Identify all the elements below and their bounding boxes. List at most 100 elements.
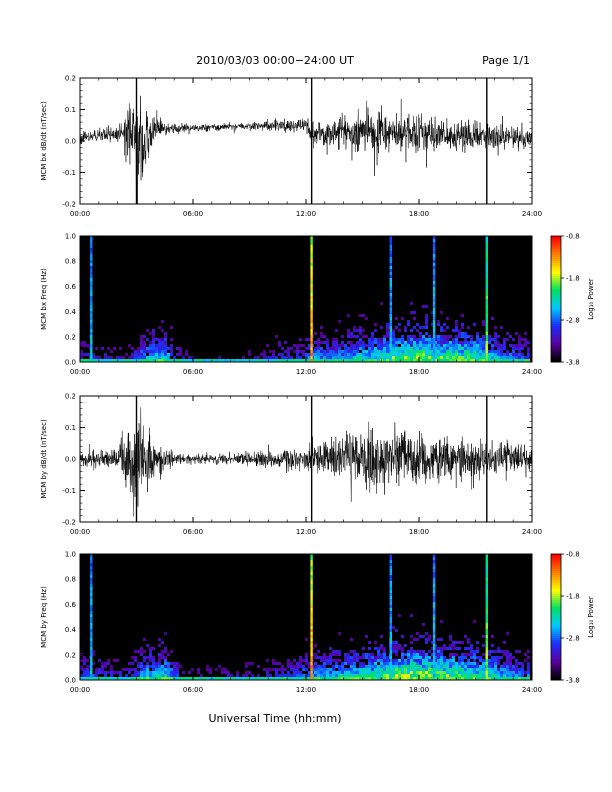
spectrogram-cell <box>164 647 167 650</box>
spectrogram-cell <box>347 359 350 362</box>
spectrogram-cell <box>428 662 431 665</box>
spectrogram-cell <box>404 356 407 359</box>
spectrogram-cell <box>425 659 428 662</box>
spectrogram-cell <box>440 653 443 656</box>
spectrogram-cell <box>335 356 338 359</box>
spectrogram-stripe-cell <box>485 305 488 308</box>
colorbar-segment <box>551 669 561 673</box>
spectrogram-stripe-cell <box>389 338 392 341</box>
spectrogram-cell <box>167 674 170 677</box>
spectrogram-stripe-cell <box>310 338 313 341</box>
spectrogram-cell <box>329 656 332 659</box>
spectrogram-stripe-cell <box>432 677 436 680</box>
spectrogram-cell <box>497 356 500 359</box>
colorbar-segment <box>551 250 561 254</box>
spectrogram-cell <box>383 356 386 359</box>
spectrogram-cell <box>470 335 473 338</box>
spectrogram-stripe-cell <box>485 350 488 353</box>
spectrogram-cell <box>335 650 338 653</box>
spectrogram-cell <box>479 671 482 674</box>
spectrogram-stripe-cell <box>90 275 93 278</box>
spectrogram-cell <box>488 350 491 353</box>
spectrogram-cell <box>455 341 458 344</box>
spectrogram-cell <box>236 671 239 674</box>
spectrogram-cell <box>275 356 278 359</box>
spectrogram-cell <box>365 674 368 677</box>
spectrogram-cell <box>335 659 338 662</box>
spectrogram-cell <box>275 335 278 338</box>
spectrogram-cell <box>314 671 317 674</box>
spectrogram-cell <box>464 662 467 665</box>
spectrogram-cell <box>362 653 365 656</box>
spectrogram-cell <box>131 674 134 677</box>
spectrogram-cell <box>410 353 413 356</box>
spectrogram-cell <box>362 359 365 362</box>
spectrogram-cell <box>407 674 410 677</box>
spectrogram-cell <box>473 350 476 353</box>
spectrogram-cell <box>449 671 452 674</box>
spectrogram-cell <box>491 344 494 347</box>
spectrogram-cell <box>428 338 431 341</box>
spectrogram-cell <box>419 665 422 668</box>
spectrogram-cell <box>353 347 356 350</box>
spectrogram-cell <box>392 662 395 665</box>
spectrogram-cell <box>380 662 383 665</box>
spectrogram-cell <box>458 335 461 338</box>
spectrogram-cell <box>215 668 218 671</box>
spectrogram-stripe-cell <box>389 569 392 572</box>
spectrogram-cell <box>422 356 425 359</box>
spectrogram-cell <box>410 662 413 665</box>
spectrogram-cell <box>449 653 452 656</box>
spectrogram-cell <box>152 329 155 332</box>
spectrogram-stripe-cell <box>90 590 93 593</box>
spectrogram-stripe-cell <box>310 662 313 665</box>
spectrogram-cell <box>95 674 98 677</box>
spectrogram-cell <box>347 668 350 671</box>
spectrogram-cell <box>350 335 353 338</box>
spectrogram-cell <box>296 665 299 668</box>
spectrogram-cell <box>161 320 164 323</box>
spectrogram-cell <box>137 350 140 353</box>
spectrogram-cell <box>437 668 440 671</box>
spectrogram-cell <box>398 647 401 650</box>
spectrogram-cell <box>155 338 158 341</box>
spectrogram-cell <box>503 641 506 644</box>
spectrogram-cell <box>518 677 521 680</box>
spectrogram-cell <box>491 359 494 362</box>
spectrogram-cell <box>395 629 398 632</box>
spectrogram-cell <box>404 668 407 671</box>
spectrogram-stripe-cell <box>389 668 392 671</box>
spectrogram-cell <box>332 356 335 359</box>
spectrogram-cell <box>146 674 149 677</box>
spectrogram-stripe-cell <box>432 593 436 596</box>
spectrogram-cell <box>272 356 275 359</box>
spectrogram-cell <box>176 353 179 356</box>
bx-colorbar-label: Log₁₀ Power <box>587 278 595 320</box>
spectrogram-cell <box>419 677 422 680</box>
spectrogram-cell <box>86 344 89 347</box>
spectrogram-stripe-cell <box>432 560 436 563</box>
spectrogram-cell <box>371 353 374 356</box>
spectrogram-cell <box>527 353 530 356</box>
spectrogram-cell <box>494 338 497 341</box>
spectrogram-cell <box>158 662 161 665</box>
spectrogram-cell <box>164 665 167 668</box>
spectrogram-cell <box>494 671 497 674</box>
spectrogram-stripe-cell <box>389 671 392 674</box>
spectrogram-cell <box>170 359 173 362</box>
spectrogram-cell <box>431 344 434 347</box>
spectrogram-cell <box>482 353 485 356</box>
spectrogram-cell <box>452 341 455 344</box>
spectrogram-cell <box>182 677 185 680</box>
spectrogram-cell <box>305 653 308 656</box>
spectrogram-cell <box>398 356 401 359</box>
spectrogram-cell <box>479 359 482 362</box>
spectrogram-cell <box>275 662 278 665</box>
colorbar-segment <box>551 278 561 281</box>
spectrogram-cell <box>446 347 449 350</box>
spectrogram-cell <box>182 359 185 362</box>
colorbar-segment <box>551 351 561 355</box>
spectrogram-cell <box>392 641 395 644</box>
spectrogram-cell <box>410 356 413 359</box>
spectrogram-cell <box>446 674 449 677</box>
